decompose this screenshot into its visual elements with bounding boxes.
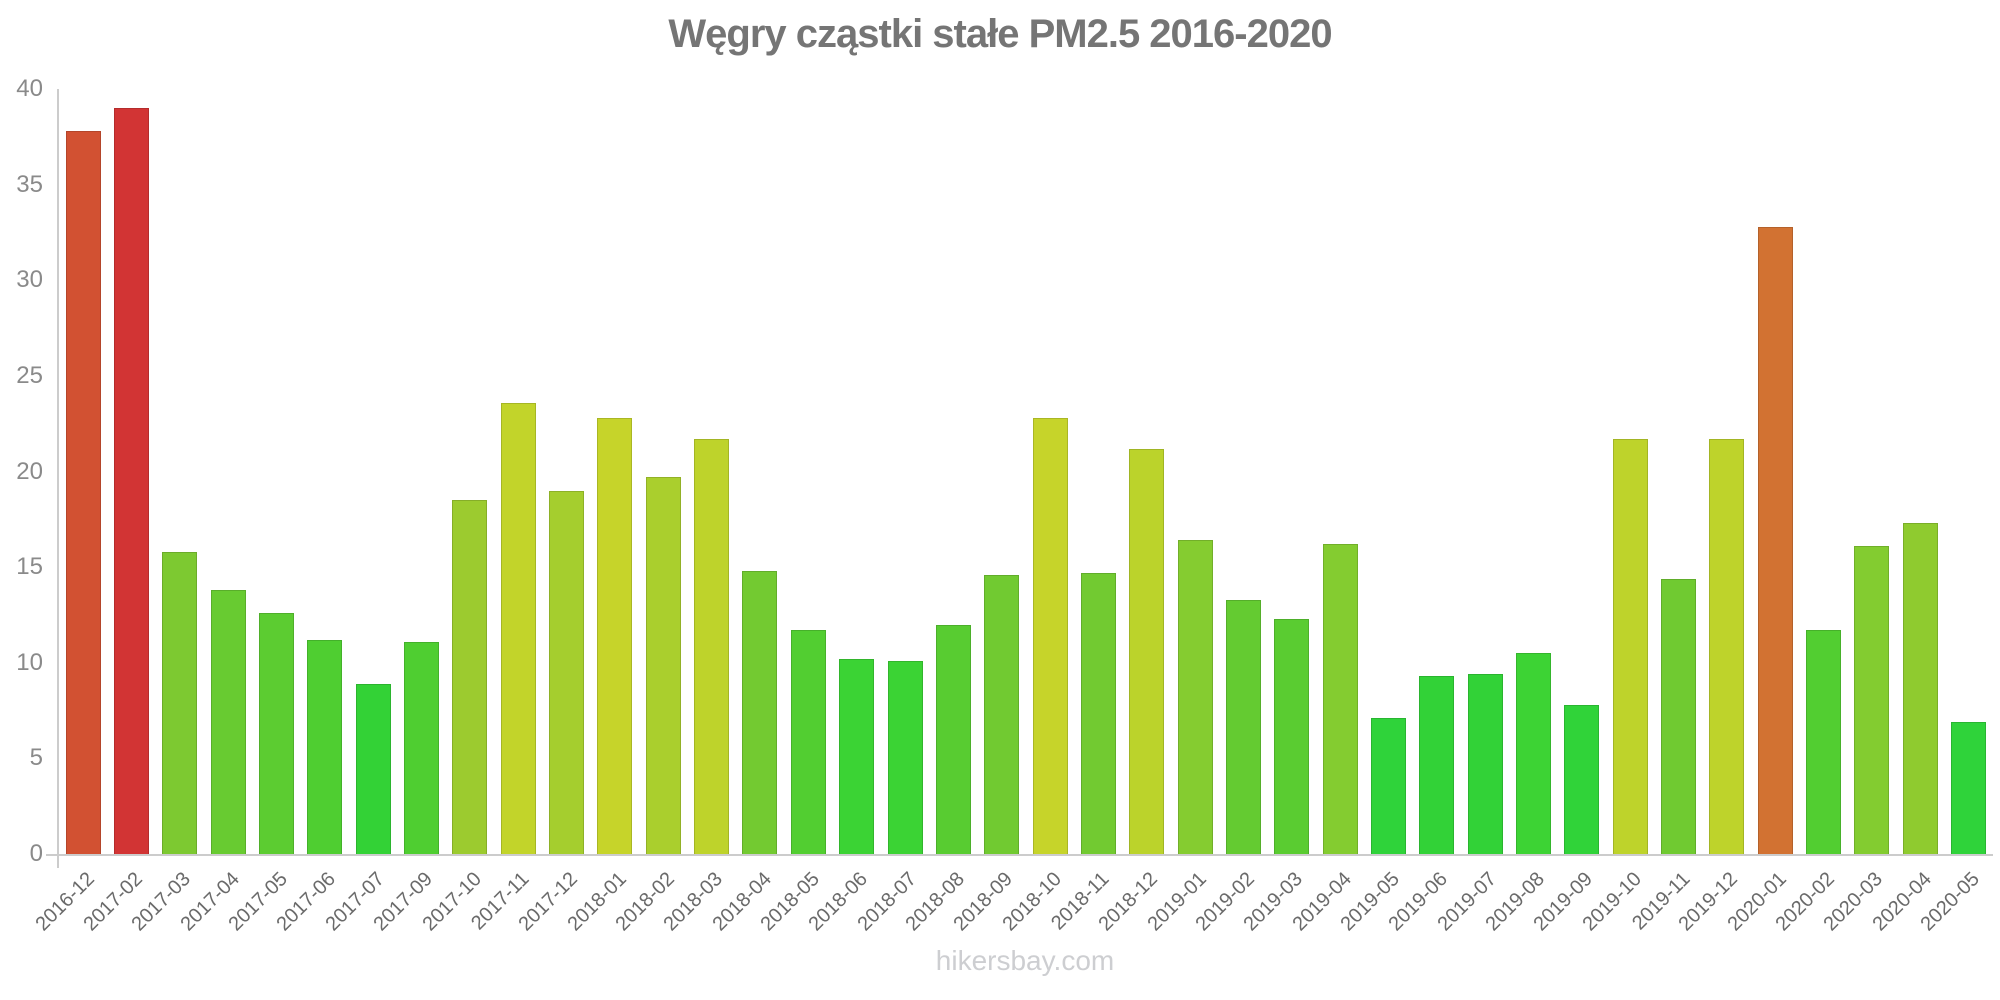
bar-slot: 2017-07 (321, 89, 397, 935)
y-tick-label-25: 25 (16, 361, 43, 389)
plot-area: 0 5 10 15 20 25 30 35 40 2016-12 2017-02 2017-03 20… (16, 75, 1993, 935)
bar-2018-10[interactable] (1032, 417, 1068, 854)
bar-2017-10[interactable] (452, 500, 488, 854)
bar-2020-04[interactable] (1902, 523, 1938, 854)
bar-slot: 2018-04 (708, 89, 784, 935)
bar-2018-08[interactable] (935, 624, 971, 854)
y-tick-label-15: 15 (16, 553, 43, 581)
y-tick-label-40: 40 (16, 75, 43, 102)
bar-2017-12[interactable] (549, 490, 585, 854)
bar-2019-10[interactable] (1612, 439, 1648, 854)
bar-slot: 2019-11 (1628, 89, 1702, 934)
bars-container: 2016-12 2017-02 2017-03 2017-04 2017-05 2017-… (31, 89, 1993, 935)
bar-slot: 2019-03 (1240, 89, 1316, 935)
y-tick-label-30: 30 (16, 266, 43, 294)
bar-2019-06[interactable] (1419, 676, 1455, 854)
bar-slot: 2017-03 (128, 89, 204, 935)
bar-slot: 2019-07 (1433, 89, 1509, 935)
bar-2017-06[interactable] (307, 639, 343, 854)
bar-2019-07[interactable] (1467, 674, 1503, 854)
y-tick-label-20: 20 (16, 457, 43, 485)
bar-2018-09[interactable] (984, 574, 1020, 854)
bar-slot: 2019-05 (1337, 89, 1412, 935)
bar-slot: 2018-07 (853, 89, 929, 935)
y-tick-label-5: 5 (29, 744, 43, 772)
bar-2018-04[interactable] (742, 570, 778, 854)
bar-2018-03[interactable] (694, 439, 730, 854)
bar-2018-12[interactable] (1129, 448, 1165, 854)
bar-2020-01[interactable] (1757, 226, 1793, 854)
bar-slot: 2018-01 (563, 89, 639, 935)
watermark: hikersbay.com (935, 945, 1115, 976)
bar-2020-03[interactable] (1854, 546, 1890, 854)
bar-slot: 2018-05 (756, 89, 832, 935)
bar-2018-02[interactable] (645, 477, 681, 854)
bar-slot: 2017-06 (273, 89, 349, 935)
bar-slot: 2020-01 (1723, 89, 1799, 935)
bar-slot: 2017-04 (176, 89, 252, 935)
bar-2017-02[interactable] (114, 108, 150, 854)
bar-slot: 2017-09 (370, 89, 445, 935)
bar-slot: 2019-01 (1143, 89, 1219, 935)
bar-slot: 2016-12 (31, 89, 107, 935)
bar-slot: 2019-09 (1530, 89, 1606, 935)
bar-2019-03[interactable] (1274, 618, 1310, 854)
bar-2020-02[interactable] (1806, 630, 1842, 854)
bar-slot: 2019-10 (1578, 89, 1654, 935)
bar-slot: 2019-02 (1192, 89, 1267, 935)
y-tick-label-10: 10 (16, 648, 43, 676)
bar-2019-08[interactable] (1515, 653, 1551, 854)
bar-slot: 2019-06 (1385, 89, 1461, 935)
bar-slot: 2017-11 (467, 89, 542, 934)
bar-slot: 2017-10 (418, 89, 494, 935)
bar-2018-05[interactable] (790, 630, 826, 854)
bar-slot: 2017-02 (80, 89, 155, 935)
y-tick-label-0: 0 (29, 840, 43, 867)
bar-slot: 2019-04 (1288, 89, 1364, 935)
bar-slot: 2020-02 (1772, 89, 1847, 935)
bar-2018-11[interactable] (1080, 572, 1116, 854)
bar-slot: 2018-12 (1095, 89, 1171, 935)
bar-2018-06[interactable] (839, 658, 875, 854)
bar-2019-12[interactable] (1709, 439, 1745, 854)
bar-2016-12[interactable] (65, 131, 101, 854)
bar-slot: 2018-11 (1048, 89, 1122, 934)
bar-slot: 2018-10 (998, 89, 1074, 935)
bar-2017-11[interactable] (500, 402, 536, 854)
y-axis-zero-tick (46, 854, 57, 856)
bar-slot: 2018-03 (660, 89, 735, 935)
bar-slot: 2018-02 (611, 89, 687, 935)
bar-2019-01[interactable] (1177, 540, 1213, 854)
bar-slot: 2018-09 (950, 89, 1026, 935)
bar-2017-04[interactable] (210, 590, 246, 854)
chart-title: Węgry cząstki stałe PM2.5 2016-2020 (668, 12, 1332, 56)
bar-2019-04[interactable] (1322, 544, 1358, 854)
bar-slot: 2020-04 (1868, 89, 1944, 935)
bar-slot: 2019-08 (1482, 89, 1557, 935)
bar-2017-05[interactable] (259, 613, 295, 854)
bar-2017-03[interactable] (162, 551, 198, 854)
bar-slot: 2017-12 (515, 89, 590, 935)
bar-2019-09[interactable] (1564, 704, 1600, 854)
bar-slot: 2020-03 (1820, 89, 1896, 935)
bar-slot: 2018-06 (805, 89, 881, 935)
bar-slot: 2019-12 (1675, 89, 1751, 935)
bar-2019-02[interactable] (1225, 599, 1261, 854)
bar-2019-05[interactable] (1370, 718, 1406, 854)
x-axis-line (57, 854, 1993, 856)
bar-slot: 2020-05 (1917, 89, 1992, 935)
bar-slot: 2017-05 (225, 89, 300, 935)
bar-2019-11[interactable] (1661, 578, 1697, 854)
bar-2017-07[interactable] (355, 683, 391, 854)
bar-slot: 2018-08 (901, 89, 977, 935)
bar-2018-07[interactable] (887, 660, 923, 854)
y-tick-label-35: 35 (16, 170, 43, 198)
bar-2017-09[interactable] (404, 641, 440, 854)
y-axis-line (57, 89, 59, 868)
bar-2020-05[interactable] (1951, 722, 1987, 854)
bar-2018-01[interactable] (597, 417, 633, 854)
